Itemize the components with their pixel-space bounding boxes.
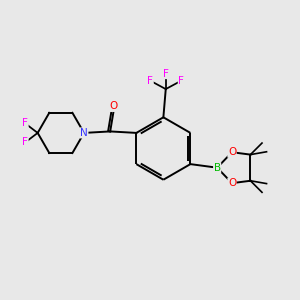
Text: F: F bbox=[22, 118, 28, 128]
Text: O: O bbox=[110, 101, 118, 112]
Text: F: F bbox=[178, 76, 184, 86]
Text: F: F bbox=[163, 69, 169, 79]
Text: O: O bbox=[228, 178, 236, 188]
Text: F: F bbox=[22, 137, 28, 147]
Text: B: B bbox=[214, 163, 221, 173]
Text: O: O bbox=[228, 147, 236, 157]
Text: F: F bbox=[147, 76, 153, 86]
Text: N: N bbox=[80, 128, 88, 138]
